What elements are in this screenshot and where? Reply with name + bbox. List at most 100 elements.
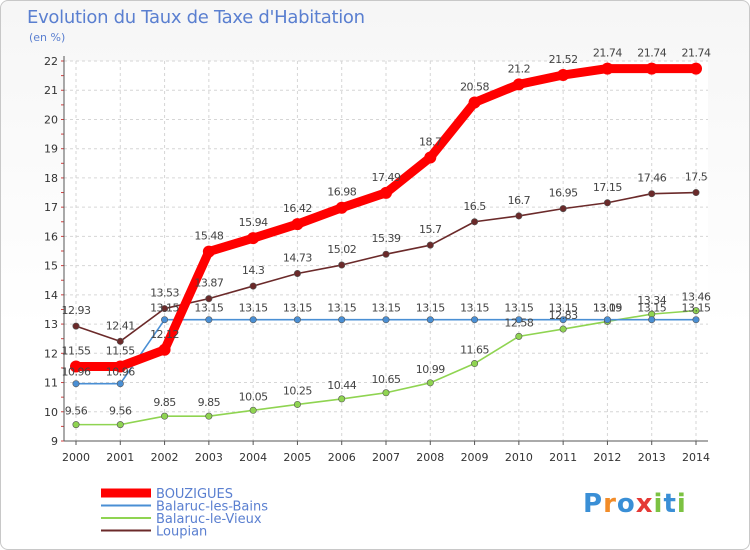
data-label: 13.15 [593, 302, 622, 315]
data-label: 10.65 [372, 373, 401, 386]
data-point [293, 316, 301, 324]
data-point [70, 360, 82, 373]
data-label: 15.7 [419, 223, 442, 236]
data-label: 20.58 [460, 81, 489, 94]
data-label: 11.55 [106, 344, 135, 357]
data-point [338, 261, 346, 269]
y-tick-label: 21 [44, 84, 58, 97]
data-point [293, 270, 301, 278]
data-label: 13.34 [637, 294, 666, 307]
data-label: 13.15 [549, 302, 578, 315]
data-label: 11.55 [62, 344, 91, 357]
data-point [249, 316, 257, 324]
data-point [426, 241, 434, 249]
data-point [205, 412, 213, 420]
legend-label: Balaruc-le-Vieux [156, 512, 262, 527]
logo-letter: r [603, 489, 617, 519]
data-point [158, 343, 171, 356]
data-point [293, 400, 301, 408]
data-label: 10.25 [283, 384, 312, 397]
data-point [382, 389, 390, 397]
data-point [603, 199, 611, 207]
data-label: 13.15 [372, 302, 401, 315]
data-point [205, 316, 213, 324]
data-label: 13.15 [504, 302, 533, 315]
data-label: 9.85 [153, 396, 176, 409]
x-tick-label: 2010 [505, 451, 533, 464]
data-point [426, 316, 434, 324]
data-label: 13.15 [460, 302, 489, 315]
legend-label: BOUZIGUES [156, 487, 233, 502]
data-point [645, 62, 658, 75]
data-label: 13.15 [637, 302, 666, 315]
data-point [202, 245, 215, 258]
logo-letter: o [616, 489, 636, 519]
data-point [559, 316, 567, 324]
data-label: 14.73 [283, 252, 312, 265]
legend-label: Loupian [156, 525, 207, 540]
logo-letter: P [583, 489, 604, 519]
data-label: 13.53 [150, 287, 179, 300]
data-point [648, 316, 656, 324]
logo-letter: t [663, 489, 677, 519]
data-point [161, 305, 169, 313]
data-label: 17.5 [685, 171, 708, 184]
y-tick-label: 22 [44, 55, 58, 68]
x-tick-label: 2006 [328, 451, 356, 464]
y-tick-label: 16 [44, 230, 58, 243]
data-label: 10.96 [106, 366, 135, 379]
data-point [161, 316, 169, 324]
data-label: 13.09 [593, 301, 622, 314]
data-point [72, 421, 80, 429]
data-point [512, 78, 525, 91]
data-label: 16.42 [283, 202, 312, 215]
data-label: 9.85 [198, 396, 221, 409]
data-label: 9.56 [65, 405, 88, 418]
data-label: 13.87 [194, 277, 223, 290]
y-tick-label: 17 [44, 201, 58, 214]
data-label: 12.93 [62, 304, 91, 317]
data-point [116, 337, 124, 345]
data-point [692, 307, 700, 315]
data-label: 16.98 [327, 186, 356, 199]
chart-title: Evolution du Taux de Taxe d'Habitation [27, 7, 365, 28]
data-point [692, 316, 700, 324]
y-tick-label: 15 [44, 260, 58, 273]
y-tick-label: 9 [51, 435, 58, 448]
x-tick-label: 2001 [106, 451, 134, 464]
data-label: 21.74 [593, 47, 622, 60]
data-point [557, 69, 570, 82]
data-label: 15.02 [327, 243, 356, 256]
data-label: 10.99 [416, 363, 445, 376]
data-label: 12.58 [504, 316, 533, 329]
x-tick-label: 2013 [638, 451, 666, 464]
data-label: 13.15 [239, 302, 268, 315]
data-point [692, 189, 700, 197]
proxiti-logo: Proxiti [583, 489, 687, 519]
y-tick-label: 11 [44, 377, 58, 390]
data-point [72, 380, 80, 388]
data-point [468, 96, 481, 109]
data-point [116, 421, 124, 429]
x-tick-label: 2014 [682, 451, 710, 464]
data-label: 13.15 [682, 302, 711, 315]
logo-letter: i [676, 489, 687, 519]
data-point [559, 325, 567, 333]
data-point [515, 212, 523, 220]
logo-letter: i [653, 489, 664, 519]
data-label: 17.15 [593, 181, 622, 194]
y-tick-label: 12 [44, 347, 58, 360]
data-point [72, 322, 80, 330]
data-point [249, 406, 257, 414]
x-tick-label: 2011 [549, 451, 577, 464]
data-label: 18.7 [419, 135, 442, 148]
x-tick-label: 2003 [195, 451, 223, 464]
data-point [648, 190, 656, 198]
legend-label: Balaruc-les-Bains [156, 500, 268, 515]
x-tick-label: 2012 [593, 451, 621, 464]
data-label: 21.2 [508, 62, 531, 75]
data-label: 21.52 [549, 53, 578, 66]
y-tick-label: 19 [44, 143, 58, 156]
y-tick-label: 10 [44, 406, 58, 419]
x-tick-label: 2008 [416, 451, 444, 464]
